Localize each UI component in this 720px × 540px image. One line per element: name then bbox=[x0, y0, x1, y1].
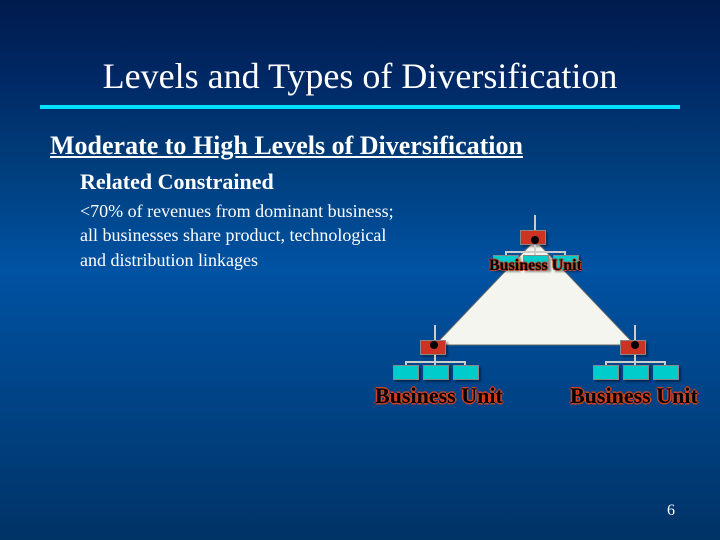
connector-line bbox=[534, 215, 536, 230]
business-unit-label: Business Unit bbox=[570, 383, 698, 409]
dot-icon bbox=[531, 236, 539, 244]
section-heading: Related Constrained bbox=[0, 161, 720, 195]
page-title: Levels and Types of Diversification bbox=[0, 0, 720, 97]
connector-line bbox=[634, 325, 636, 340]
org-diagram: Business Unit Business Unit Business Uni… bbox=[405, 215, 705, 415]
business-unit-label: Business Unit bbox=[375, 383, 503, 409]
connector-line bbox=[434, 325, 436, 340]
page-number: 6 bbox=[667, 502, 675, 520]
business-unit-label: Business Unit bbox=[489, 257, 582, 275]
teal-box-icon bbox=[453, 365, 479, 380]
section-subtitle: Moderate to High Levels of Diversificati… bbox=[0, 109, 720, 161]
dot-icon bbox=[631, 341, 639, 349]
body-text: <70% of revenues from dominant business;… bbox=[0, 195, 400, 272]
dot-icon bbox=[430, 341, 438, 349]
teal-box-icon bbox=[393, 365, 419, 380]
teal-box-icon bbox=[423, 365, 449, 380]
teal-box-icon bbox=[653, 365, 679, 380]
teal-box-icon bbox=[593, 365, 619, 380]
teal-box-icon bbox=[623, 365, 649, 380]
